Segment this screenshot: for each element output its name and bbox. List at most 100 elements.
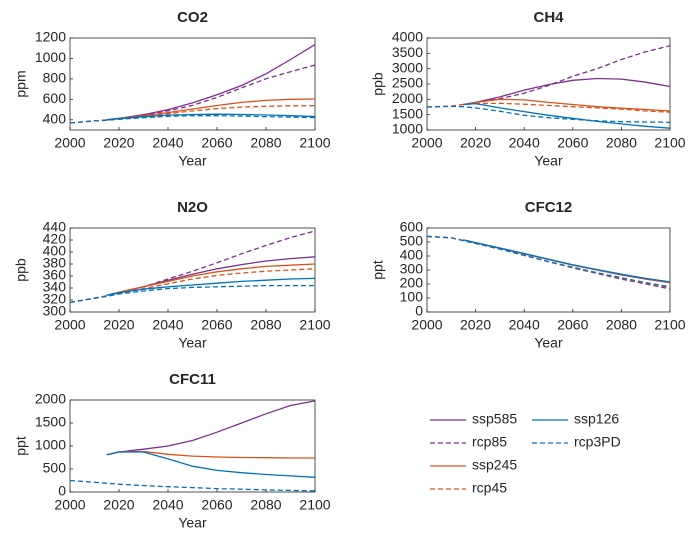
y-tick-label: 300 [43, 303, 67, 319]
axes-box [69, 227, 316, 313]
x-tick-label: 2040 [152, 497, 183, 513]
y-tick-label: 200 [400, 275, 424, 291]
x-tick-label: 2000 [411, 135, 442, 151]
x-tick-label: 2040 [152, 317, 183, 333]
axes-box [69, 399, 316, 493]
subplot-title: CFC12 [525, 199, 573, 216]
series-line [463, 77, 671, 106]
x-tick-label: 2100 [299, 497, 330, 513]
series-line [426, 102, 671, 113]
y-tick-label: 1500 [392, 105, 423, 121]
axes-box [69, 37, 316, 131]
x-tick-label: 2060 [557, 317, 588, 333]
legend-label: ssp585 [472, 411, 517, 427]
series-line [106, 400, 316, 456]
subplot-title: CH4 [533, 9, 564, 26]
x-tick-label: 2100 [299, 317, 330, 333]
x-tick-label: 2080 [250, 317, 281, 333]
y-tick-label: 360 [43, 267, 67, 283]
y-tick-label: 340 [43, 279, 67, 295]
x-tick-label: 2020 [460, 317, 491, 333]
y-axis-label: ppm [13, 70, 29, 97]
y-tick-label: 1000 [35, 437, 66, 453]
x-tick-label: 2040 [509, 135, 540, 151]
x-axis-label: Year [178, 153, 207, 169]
legend-label: rcp45 [472, 480, 507, 496]
y-tick-label: 0 [58, 483, 66, 499]
series-line [69, 284, 315, 304]
x-tick-label: 2080 [250, 135, 281, 151]
x-tick-label: 2080 [606, 135, 637, 151]
x-tick-label: 2100 [299, 135, 330, 151]
series-line [106, 113, 316, 121]
y-tick-label: 1200 [35, 29, 66, 45]
subplot: CFC12 Year ppt 2000 2020 2040 2060 2080 2100 0100… [370, 199, 686, 351]
y-tick-label: 2500 [392, 75, 423, 91]
x-tick-label: 2020 [103, 497, 134, 513]
y-tick-label: 420 [43, 231, 67, 247]
y-tick-label: 600 [43, 90, 67, 106]
subplot-title: CFC11 [169, 371, 216, 388]
subplot-title: N2O [177, 199, 208, 216]
x-axis-label: Year [534, 153, 563, 169]
x-axis-label: Year [178, 335, 207, 351]
y-tick-label: 400 [43, 110, 67, 126]
series-line [69, 230, 316, 304]
series-line [426, 235, 671, 288]
y-tick-label: 400 [43, 243, 67, 259]
y-tick-label: 2000 [35, 391, 66, 407]
series-line [426, 45, 671, 108]
y-axis-label: ppt [13, 436, 29, 456]
x-tick-label: 2020 [103, 317, 134, 333]
y-axis-label: ppb [13, 258, 29, 282]
subplot: CO2 Year ppm 2000 2020 2040 2060 2080 2100 400 600… [13, 9, 331, 169]
y-tick-label: 440 [43, 219, 67, 235]
y-axis-label: ppt [370, 260, 386, 280]
y-tick-label: 800 [43, 70, 67, 86]
legend-label: ssp245 [472, 457, 517, 473]
legend-label: ssp126 [574, 411, 619, 427]
x-tick-label: 2000 [54, 135, 85, 151]
y-axis-label: ppb [370, 72, 386, 96]
subplot: CFC11 Year ppt 2000 2020 2040 2060 2080 2100 0 500… [13, 371, 331, 531]
x-tick-label: 2000 [54, 317, 85, 333]
x-axis-label: Year [534, 335, 563, 351]
x-tick-label: 2040 [509, 317, 540, 333]
y-tick-label: 600 [400, 219, 424, 235]
legend: ssp585 rcp85 ssp245 rcp45 ssp126 rcp3PD [430, 411, 621, 496]
series-line [463, 98, 671, 112]
x-tick-label: 2080 [250, 497, 281, 513]
y-tick-label: 320 [43, 291, 67, 307]
y-tick-label: 400 [400, 247, 424, 263]
series-line [69, 115, 316, 124]
series-line [106, 451, 316, 478]
y-tick-label: 500 [43, 460, 67, 476]
y-tick-label: 1500 [35, 414, 66, 430]
series-line [463, 239, 671, 283]
x-tick-label: 2060 [557, 135, 588, 151]
x-tick-label: 2020 [460, 135, 491, 151]
y-tick-label: 0 [415, 303, 423, 319]
y-tick-label: 1000 [35, 49, 66, 65]
series-line [106, 277, 316, 296]
x-tick-label: 2000 [411, 317, 442, 333]
x-tick-label: 2020 [103, 135, 134, 151]
x-tick-label: 2000 [54, 497, 85, 513]
series-line [69, 479, 316, 492]
subplot: CH4 Year ppb 2000 2020 2040 2060 2080 2100 100015… [370, 9, 686, 169]
subplot: N2O Year ppb 2000 2020 2040 2060 2080 2100 300320… [13, 199, 331, 351]
series-line [463, 102, 671, 129]
y-tick-label: 3000 [392, 59, 423, 75]
series-line [106, 44, 316, 121]
x-tick-label: 2080 [606, 317, 637, 333]
y-tick-label: 3500 [392, 44, 423, 60]
x-tick-label: 2040 [152, 135, 183, 151]
y-tick-label: 300 [400, 261, 424, 277]
x-tick-label: 2060 [201, 135, 232, 151]
series-line [426, 105, 671, 123]
x-tick-label: 2060 [201, 497, 232, 513]
x-tick-label: 2100 [654, 135, 685, 151]
x-tick-label: 2100 [654, 317, 685, 333]
legend-label: rcp3PD [574, 434, 621, 450]
